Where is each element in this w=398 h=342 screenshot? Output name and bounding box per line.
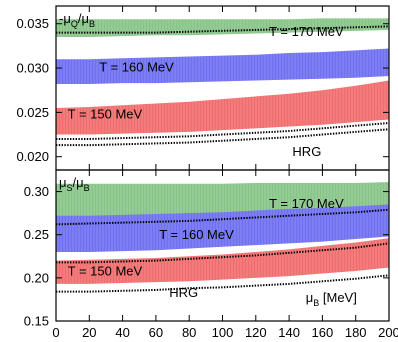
panel-top: 0.020 0.025 0.030 0.035 -μQ/μB T = 170 MeV T =…: [16, 5, 390, 171]
annotation-t-150-mev: T = 150 MeV: [68, 107, 143, 122]
band-hatch-t-160-mev: [57, 204, 389, 252]
x-tick-label: 40: [115, 325, 129, 340]
band-t-160-mev: [56, 204, 389, 252]
x-tick-label: 200: [378, 325, 398, 340]
x-tick-label: 120: [245, 325, 267, 340]
band-t-150-mev: [56, 80, 389, 135]
annotation-t-170-mev: T = 170 MeV: [269, 24, 344, 39]
band-hatch-t-170-mev: [57, 18, 389, 38]
panel-label: μS/μB: [59, 175, 90, 193]
band-hatch-t-150-mev: [57, 80, 389, 135]
y-tick-label: 0.030: [16, 61, 49, 76]
y-tick-label: 0.25: [24, 227, 49, 242]
panel-bottom: 0.15 0.20 0.25 0.30 0 20 40 60 80 100 120 140 160 180…: [24, 169, 398, 340]
x-tick-label: 180: [345, 325, 367, 340]
band-t-170-mev: [56, 18, 389, 38]
band-t-160-mev: [56, 48, 389, 85]
annotation-hrg: HRG: [292, 144, 321, 159]
panel-label: -μQ/μB: [59, 11, 95, 29]
dotted-line-hrg: [56, 274, 389, 293]
x-tick-label: 140: [278, 325, 300, 340]
annotation-t-170-mev: T = 170 MeV: [269, 196, 344, 211]
x-tick-label: 20: [82, 325, 96, 340]
dotted-line-hrg: [56, 128, 389, 147]
dotted-line-t-170-mev: [56, 25, 389, 34]
x-tick-label: 60: [149, 325, 163, 340]
band-t-150-mev: [56, 238, 389, 284]
band-hatch-t-160-mev: [57, 48, 389, 85]
dotted-line-t-170-mev: [56, 208, 389, 226]
y-tick-label: 0.025: [16, 105, 49, 120]
annotation-b-mev: μB [MeV]: [306, 290, 357, 308]
annotation-t-150-mev: T = 150 MeV: [68, 263, 143, 278]
x-tick-label: 160: [312, 325, 334, 340]
dotted-line-t-150-mev: [56, 242, 389, 264]
annotation-t-160-mev: T = 160 MeV: [159, 227, 234, 242]
y-tick-label: 0.20: [24, 270, 49, 285]
y-tick-label: 0.035: [16, 16, 49, 31]
dotted-line-t-150-mev: [56, 122, 389, 140]
x-tick-label: 0: [52, 325, 59, 340]
y-tick-label: 0.30: [24, 184, 49, 199]
y-tick-label: 0.15: [24, 314, 49, 329]
y-tick-label: 0.020: [16, 149, 49, 164]
annotation-hrg: HRG: [169, 285, 198, 300]
annotation-t-160-mev: T = 160 MeV: [99, 60, 174, 75]
x-tick-label: 80: [182, 325, 196, 340]
x-tick-label: 100: [212, 325, 234, 340]
